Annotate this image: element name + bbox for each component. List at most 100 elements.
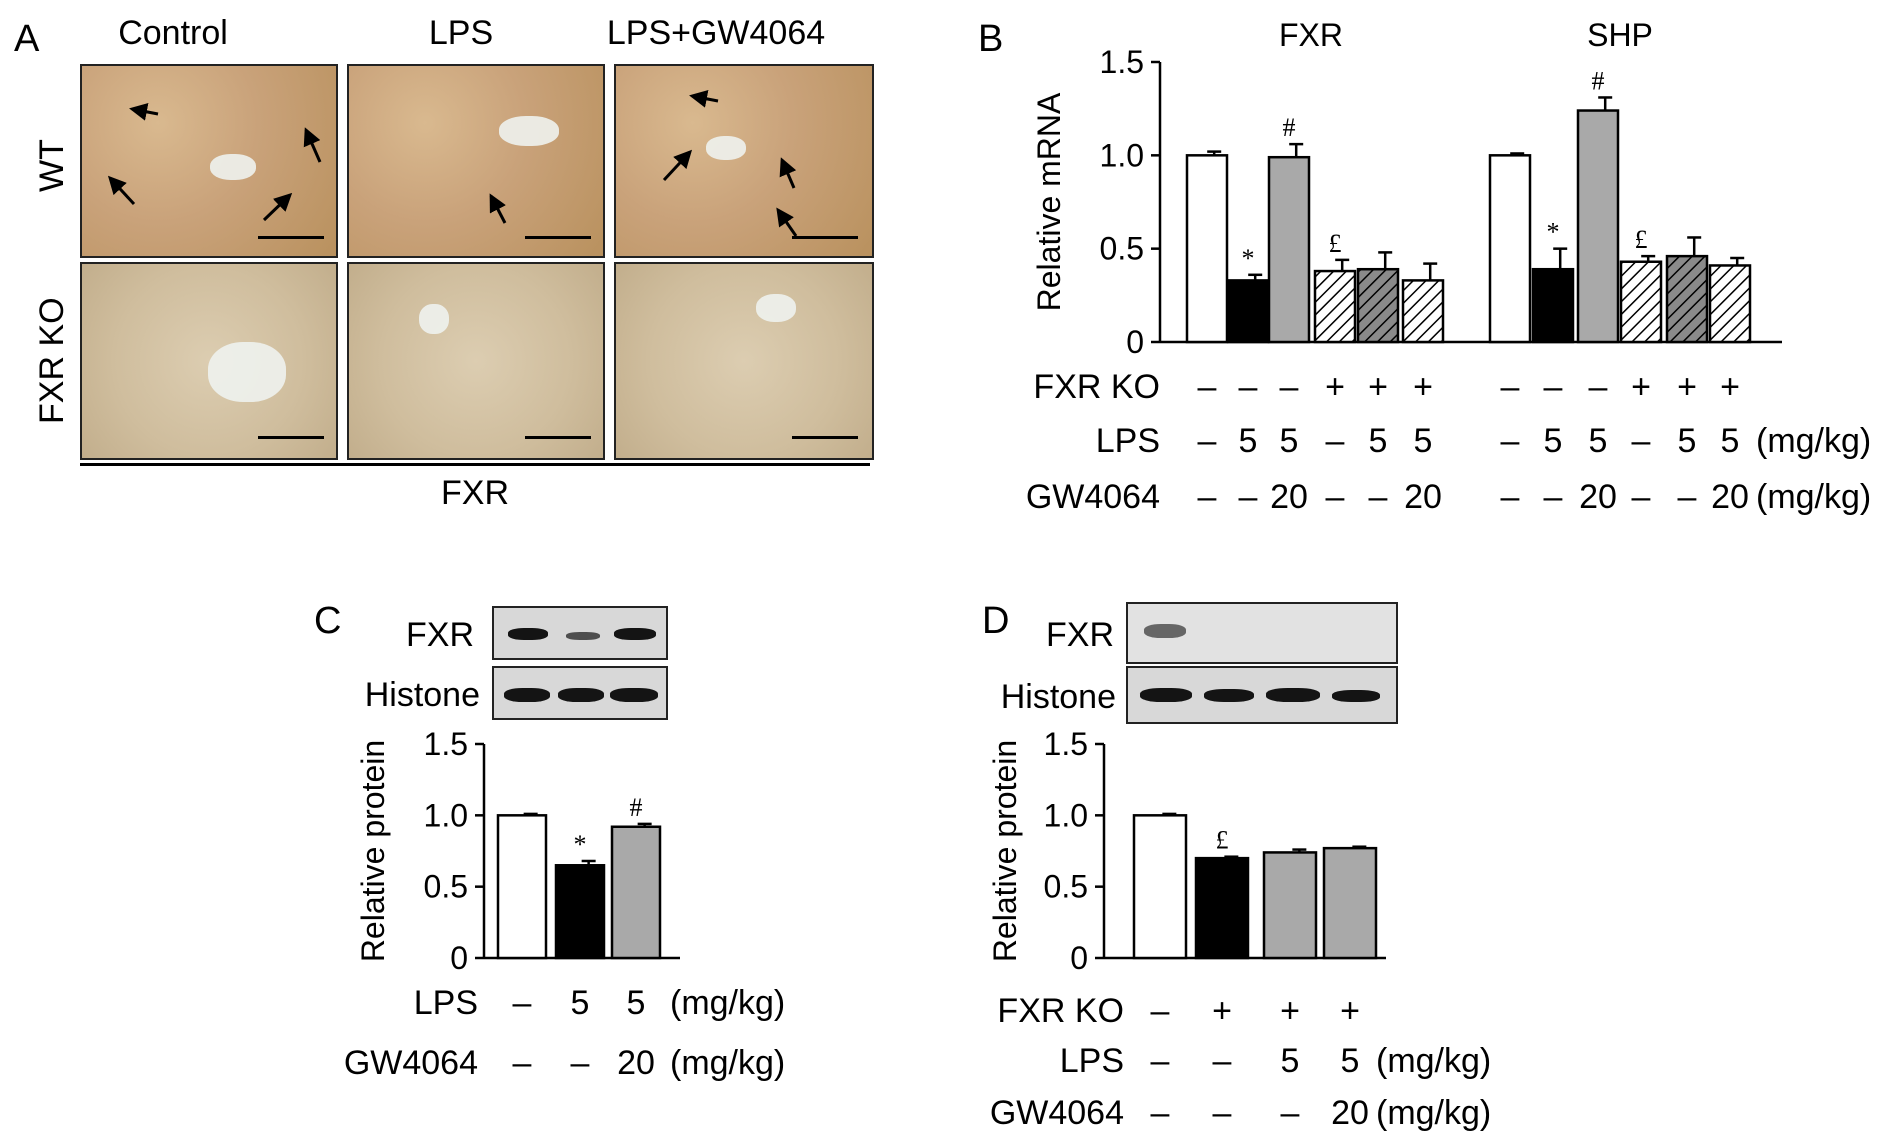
d-lps-condition-value: 5 — [1280, 1042, 1300, 1080]
c-blot-histone — [492, 666, 668, 720]
d-fxr-ko-condition-value: + — [1340, 992, 1360, 1030]
c-gw4064-condition-value: 20 — [617, 1044, 655, 1082]
chart-d-y-tick-label: 0 — [1070, 940, 1088, 976]
chart-b-fxr-bar — [1185, 154, 1229, 344]
d-fxr-ko-condition-value: + — [1212, 992, 1232, 1030]
b-lps-condition-value: 5 — [1677, 422, 1697, 460]
b-lps-condition-value: – — [1631, 422, 1651, 460]
d-row-label-fxr-ko: FXR KO — [997, 992, 1124, 1030]
chart-b-shp-significance-mark: # — [1592, 66, 1605, 95]
chart-b-y-tick-label: 1.5 — [1100, 44, 1144, 80]
d-lps-unit: (mg/kg) — [1376, 1042, 1492, 1080]
micrograph-ko-control — [80, 262, 338, 460]
chart-b-shp-significance-mark: * — [1547, 218, 1560, 247]
chart-b-shp-bar — [1576, 109, 1620, 344]
chart-d-bar — [1132, 814, 1188, 960]
b-fxr-ko-condition-value: – — [1588, 368, 1608, 406]
b-gw4064-condition-value: 20 — [1404, 478, 1442, 516]
chart-d-significance-mark: £ — [1216, 826, 1229, 855]
chart-b-y-tick-label: 1.0 — [1100, 137, 1144, 173]
micrograph-wt-control — [80, 64, 338, 258]
chart-c-significance-mark: # — [630, 793, 643, 822]
chart-b-shp-bar — [1619, 260, 1663, 344]
b-lps-condition-value: 5 — [1413, 422, 1433, 460]
b-gw4064-condition-value: – — [1631, 478, 1651, 516]
chart-b-fxr-bar — [1313, 269, 1357, 344]
b-gw4064-condition-value: – — [1368, 478, 1388, 516]
b-lps-condition-value: 5 — [1279, 422, 1299, 460]
chart-b-fxr-significance-mark: # — [1283, 113, 1296, 142]
chart-c-y-axis-label: Relative protein — [355, 740, 391, 962]
panel-b-letter: B — [978, 18, 1004, 60]
b-lps-condition-value: – — [1325, 422, 1345, 460]
c-row-label-gw4064: GW4064 — [343, 1044, 478, 1082]
chart-b-fxr-bar — [1401, 279, 1445, 344]
b-fxr-ko-condition-value: – — [1500, 368, 1520, 406]
chart-b-shp-bar — [1488, 154, 1532, 344]
b-lps-condition-value: 5 — [1720, 422, 1740, 460]
b-fxr-ko-condition-value: + — [1677, 368, 1697, 406]
c-row-label-lps: LPS — [413, 984, 478, 1022]
d-blot-histone — [1126, 666, 1398, 724]
chart-d-y-tick-label: 1.5 — [1044, 726, 1088, 762]
d-fxr-ko-condition-value: – — [1150, 992, 1170, 1030]
b-fxr-ko-condition-value: + — [1368, 368, 1388, 406]
b-gw4064-condition-value: – — [1238, 478, 1258, 516]
chart-b-y-tick-label: 0 — [1126, 324, 1144, 360]
c-lps-condition-value: 5 — [626, 984, 646, 1022]
b-lps-condition-value: 5 — [1588, 422, 1608, 460]
c-gw4064-condition-value: – — [570, 1044, 590, 1082]
b-gw4064-unit: (mg/kg) — [1756, 478, 1872, 516]
b-lps-condition-value: – — [1500, 422, 1520, 460]
b-gw4064-condition-value: – — [1325, 478, 1345, 516]
b-row-label-lps: LPS — [1095, 422, 1160, 460]
b-fxr-ko-condition-value: – — [1279, 368, 1299, 406]
b-row-label-gw4064: GW4064 — [1025, 478, 1160, 516]
chart-d-bar — [1194, 856, 1250, 960]
d-gw4064-condition-value: – — [1212, 1094, 1232, 1132]
b-fxr-ko-condition-value: + — [1631, 368, 1651, 406]
chart-b-fxr-bar — [1267, 155, 1311, 344]
chart-b-y-tick-label: 0.5 — [1100, 231, 1144, 267]
c-lps-unit: (mg/kg) — [670, 984, 786, 1022]
panel-a-letter: A — [14, 18, 40, 60]
panel-a-footer: FXR — [441, 474, 509, 512]
chart-b-y-axis-label: Relative mRNA — [1031, 92, 1067, 311]
d-gw4064-condition-value: 20 — [1331, 1094, 1369, 1132]
chart-c-bar — [554, 864, 606, 960]
b-lps-condition-value: 5 — [1543, 422, 1563, 460]
b-lps-condition-value: 5 — [1238, 422, 1258, 460]
b-lps-unit: (mg/kg) — [1756, 422, 1872, 460]
b-fxr-ko-condition-value: + — [1325, 368, 1345, 406]
chart-d-y-tick-label: 1.0 — [1044, 797, 1088, 833]
b-fxr-ko-condition-value: – — [1197, 368, 1217, 406]
b-gw4064-condition-value: 20 — [1711, 478, 1749, 516]
column-label-control: Control — [118, 14, 228, 52]
chart-b-fxr-bar — [1356, 267, 1400, 344]
c-lps-condition-value: – — [512, 984, 532, 1022]
c-gw4064-unit: (mg/kg) — [670, 1044, 786, 1082]
column-label-lps: LPS — [428, 14, 494, 52]
d-lps-condition-value: – — [1212, 1042, 1232, 1080]
b-gw4064-condition-value: 20 — [1579, 478, 1617, 516]
footer-line — [80, 463, 870, 466]
c-lps-condition-value: 5 — [570, 984, 590, 1022]
d-row-label-lps: LPS — [1059, 1042, 1124, 1080]
chart-b-shp-significance-mark: £ — [1635, 225, 1648, 254]
b-lps-condition-value: 5 — [1368, 422, 1388, 460]
b-gw4064-condition-value: – — [1500, 478, 1520, 516]
chart-b-shp-bar — [1665, 254, 1709, 344]
micrograph-wt-lps — [347, 64, 605, 258]
micrograph-ko-lps — [347, 262, 605, 460]
b-fxr-ko-condition-value: + — [1720, 368, 1740, 406]
chart-d-y-axis-label: Relative protein — [987, 740, 1023, 962]
c-blot-label-fxr: FXR — [406, 616, 474, 654]
panel-d-letter: D — [982, 600, 1010, 642]
chart-d-bar — [1262, 851, 1318, 960]
column-label-lps-gw4064: LPS+GW4064 — [606, 14, 826, 52]
chart-b-fxr-significance-mark: * — [1242, 244, 1255, 273]
d-lps-condition-value: 5 — [1340, 1042, 1360, 1080]
c-blot-fxr — [492, 606, 668, 660]
